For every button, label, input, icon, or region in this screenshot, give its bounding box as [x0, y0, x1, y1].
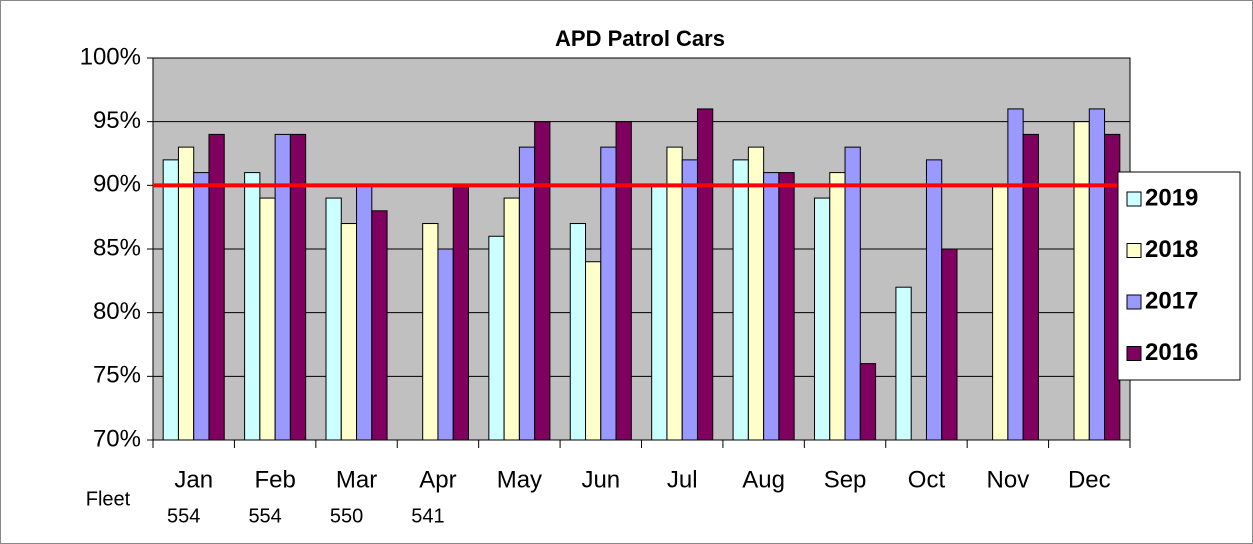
bar	[274, 133, 291, 441]
bar	[208, 133, 225, 441]
bar	[732, 159, 749, 441]
x-tick-label: Sep	[824, 466, 867, 493]
bar	[992, 184, 1009, 441]
bar	[747, 146, 765, 441]
bar	[895, 286, 912, 441]
x-tick-label: Feb	[254, 466, 295, 493]
bar	[340, 223, 358, 441]
x-tick-label: Aug	[742, 466, 785, 493]
legend-swatch	[1126, 243, 1142, 258]
legend-label: 2017	[1145, 287, 1198, 314]
legend-swatch	[1126, 346, 1142, 361]
bar	[437, 248, 454, 441]
y-tick-label: 75%	[93, 362, 141, 389]
chart-title: APD Patrol Cars	[555, 26, 725, 51]
bar	[941, 248, 958, 441]
bar	[829, 172, 846, 441]
y-tick-label: 90%	[93, 171, 141, 198]
fleet-value: 541	[411, 505, 444, 527]
x-tick-label: Mar	[336, 466, 377, 493]
bar	[244, 172, 261, 441]
bar	[1073, 121, 1090, 441]
fleet-value: 554	[167, 505, 200, 527]
bar	[681, 159, 698, 441]
x-tick-label: Apr	[419, 466, 456, 493]
y-tick-label: 80%	[93, 298, 141, 325]
fleet-value: 554	[248, 505, 281, 527]
x-tick-label: Jan	[174, 466, 213, 493]
bar	[503, 197, 520, 441]
legend-box	[1117, 171, 1241, 381]
legend-label: 2016	[1145, 339, 1198, 366]
x-tick-label: Jun	[581, 466, 620, 493]
fleet-value: 550	[330, 505, 363, 527]
bar	[1022, 133, 1039, 441]
y-tick-label: 95%	[93, 107, 141, 134]
bar	[193, 172, 210, 441]
bar	[666, 146, 683, 441]
bar	[259, 197, 276, 441]
legend-label: 2019	[1145, 184, 1198, 211]
x-tick-label: May	[497, 466, 542, 493]
bar	[1007, 108, 1024, 441]
y-tick-label: 70%	[93, 425, 141, 452]
y-tick-label: 100%	[80, 43, 141, 70]
bar	[325, 197, 342, 441]
bar	[696, 108, 714, 441]
y-tick-label: 85%	[93, 234, 141, 261]
bar	[1088, 108, 1106, 441]
bar	[422, 223, 439, 441]
x-tick-label: Jul	[667, 466, 698, 493]
bar	[844, 146, 861, 441]
bar	[162, 159, 179, 441]
bar	[289, 133, 307, 441]
legend-label: 2018	[1145, 236, 1198, 263]
fleet-label: Fleet	[86, 488, 131, 510]
bar	[452, 184, 469, 441]
bar	[585, 261, 602, 441]
bar	[518, 146, 536, 441]
bar	[569, 223, 587, 441]
bar	[859, 363, 877, 441]
bar	[600, 146, 617, 441]
bar	[814, 197, 831, 441]
bar	[177, 146, 195, 441]
x-tick-label: Dec	[1068, 466, 1111, 493]
bar	[763, 172, 780, 441]
bar	[534, 121, 551, 441]
bar	[356, 184, 373, 441]
x-tick-label: Nov	[987, 466, 1030, 493]
bar	[371, 210, 388, 441]
bar	[778, 172, 795, 441]
bar	[651, 184, 668, 441]
bar	[488, 235, 505, 441]
x-tick-label: Oct	[908, 466, 946, 493]
legend-swatch	[1126, 191, 1142, 207]
bar	[615, 121, 632, 441]
bar	[925, 159, 943, 441]
legend-swatch	[1126, 294, 1142, 310]
